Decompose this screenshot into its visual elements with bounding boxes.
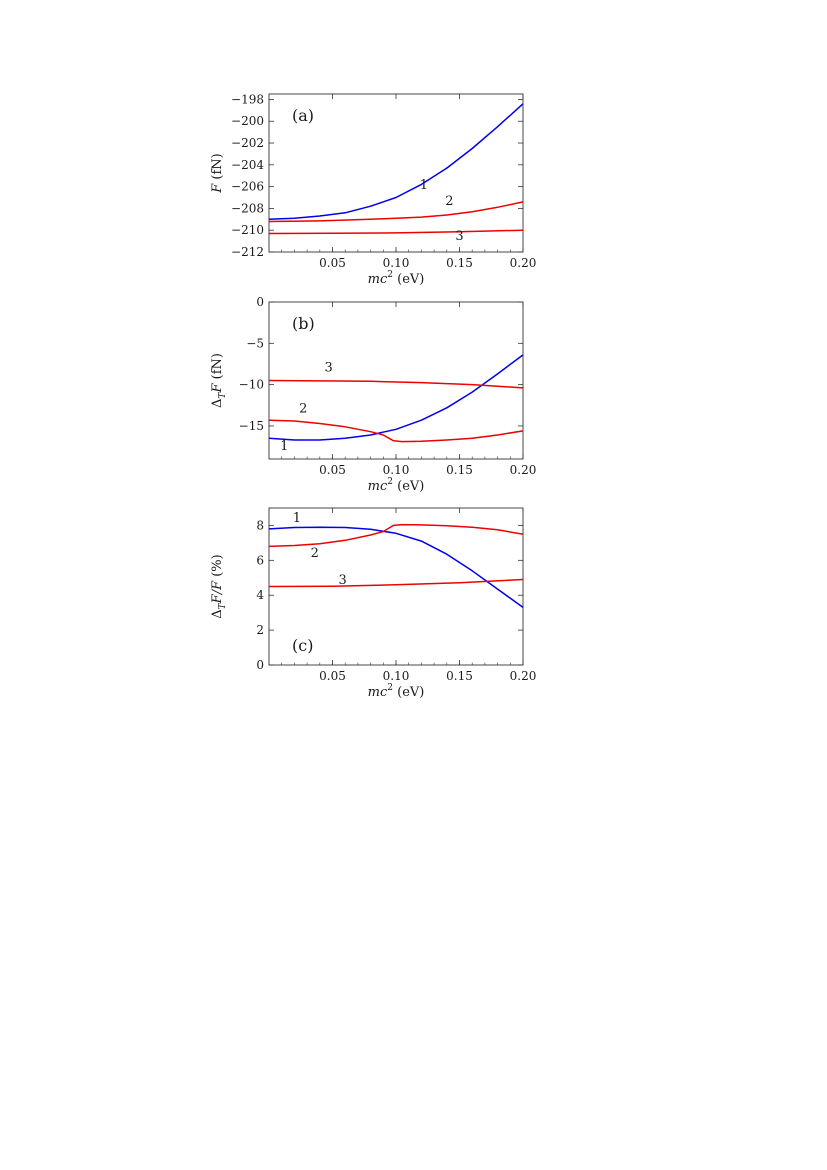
panel-a-x-axis-title: mc2 (eV): [368, 270, 425, 287]
panel-a-x-tick-label: 0.20: [510, 256, 537, 270]
panel-c-y-tick-label: 8: [256, 518, 264, 532]
panel-a-y-tick-label: −210: [231, 223, 264, 237]
panel-b-x-tick-label: 0.15: [446, 463, 473, 477]
panel-a-x-tick-label: 0.15: [446, 256, 473, 270]
panel-a-x-tick-label: 0.10: [383, 256, 410, 270]
panel-a-y-tick-label: −198: [231, 92, 264, 106]
panel-a-y-tick-label: −208: [231, 201, 264, 215]
panel-b-series-1-label: 1: [280, 439, 288, 454]
panel-c-series-3-label: 3: [339, 573, 347, 588]
panel-c-chart: 0.05 0.10 0.15 0.20 0 2 4 6 8 mc2 (eV) ΔTF/F (%) (c…: [210, 507, 537, 700]
panel-a-y-axis-title: F (fN): [210, 153, 225, 194]
panel-c-series-1-label: 1: [293, 511, 301, 526]
panel-a-y-tick-label: −204: [231, 158, 264, 172]
panel-c-x-tick-label: 0.20: [510, 669, 537, 683]
panel-c-label: (c): [292, 636, 313, 655]
panel-c-y-tick-label: 2: [256, 623, 264, 637]
panel-a-y-tick-label: −200: [231, 114, 264, 128]
panel-a-x-tick-label: 0.05: [319, 256, 346, 270]
panel-a-series-2-line: [268, 201, 524, 223]
panel-c-series-2-line: [268, 523, 524, 548]
panel-c-y-axis-title: ΔTF/F (%): [210, 554, 228, 618]
panel-a-y-tick-label: −212: [231, 245, 264, 259]
panel-b-y-tick-label: 0: [256, 295, 264, 309]
panel-c-series-1-line: [268, 526, 524, 609]
panel-c-x-tick-label: 0.10: [383, 669, 410, 683]
panel-b-series-3-line: [268, 379, 524, 389]
panel-b-y-tick-label: −5: [246, 336, 264, 350]
panel-c-x-tick-label: 0.15: [446, 669, 473, 683]
panel-c-x-axis-title: mc2 (eV): [368, 683, 425, 700]
panel-a-series-1-line: [268, 103, 524, 221]
panel-a-label: (a): [292, 106, 314, 125]
panel-a-series-3-label: 3: [455, 229, 463, 244]
panel-c-y-tick-label: 6: [256, 553, 264, 567]
panel-c-y-tick-label: 0: [256, 658, 264, 672]
panel-b-x-tick-label: 0.20: [510, 463, 537, 477]
panel-a-chart: 0.05 0.10 0.15 0.20 −198 −200 −202 −204 −206 −208…: [210, 92, 536, 287]
panel-c-y-tick-label: 4: [256, 588, 264, 602]
panel-c-x-tick-label: 0.05: [319, 669, 346, 683]
panel-c-series-3-line: [268, 578, 524, 588]
panel-a-y-tick-label: −202: [231, 136, 264, 150]
panel-b-x-tick-label: 0.05: [319, 463, 346, 477]
panel-b-x-axis-title: mc2 (eV): [368, 477, 425, 494]
panel-a-series-1-label: 1: [420, 178, 428, 193]
panel-a-series-3-line: [268, 229, 524, 235]
panel-a-y-tick-label: −206: [231, 180, 264, 194]
panel-b-series-2-line: [268, 419, 524, 443]
panel-b-series-2-label: 2: [299, 402, 307, 417]
panel-b-chart: 0.05 0.10 0.15 0.20 0 −5 −10 −15 mc2 (eV) ΔTF (fN…: [210, 295, 536, 494]
panel-b-series-3-label: 3: [325, 360, 333, 375]
panel-b-series-1-line: [268, 354, 524, 441]
panel-a-series-2-label: 2: [445, 194, 453, 209]
panel-b-x-tick-label: 0.10: [383, 463, 410, 477]
panel-b-y-axis-title: ΔTF (fN): [210, 353, 228, 408]
panel-b-y-tick-label: −10: [239, 378, 264, 392]
panel-c-series-2-label: 2: [311, 546, 319, 561]
panel-b-label: (b): [292, 314, 315, 333]
panel-b-y-tick-label: −15: [239, 419, 264, 433]
